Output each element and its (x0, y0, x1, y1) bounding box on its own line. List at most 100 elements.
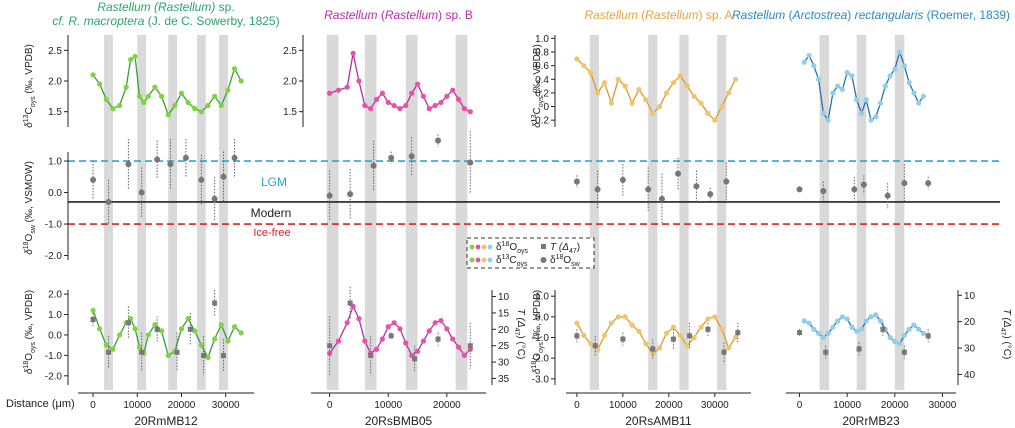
d13c-point (629, 101, 634, 106)
d18o-sw-tick-label: 1.0 (48, 157, 62, 168)
legend-swatch-blue (488, 245, 493, 250)
temp-tick-label: 15 (498, 308, 510, 319)
panel-title: Rastellum (Rastellum) sp. A (584, 8, 732, 22)
d13c-point (362, 103, 367, 108)
x-tick-label: 20000 (168, 400, 196, 411)
sampling-band (590, 35, 599, 390)
d13c-point (623, 84, 628, 89)
d18o-sw-point (183, 155, 189, 161)
legend-swatch-pink-2 (476, 258, 481, 263)
panel-title: Rastellum (Rastellum) sp. B (324, 8, 473, 22)
d13c-point (849, 73, 854, 78)
d18o-oys-point (692, 335, 697, 340)
sampling-band (406, 35, 418, 390)
d13c-point (602, 80, 607, 85)
d13c-point (345, 85, 350, 90)
d18o-sw-point (659, 196, 665, 202)
d13c-point (192, 106, 197, 111)
title-part: Arctostrea (792, 8, 848, 22)
d13c-point (146, 94, 151, 99)
d18o-oys-point (892, 339, 897, 344)
d18o-sw-point (574, 179, 580, 185)
d18o-oys-point (664, 331, 669, 336)
d13c-point (609, 101, 614, 106)
d13c-point (450, 88, 455, 93)
d18o-sw-point (198, 177, 204, 183)
x-tick-label: 10000 (609, 400, 637, 411)
d13c-point (179, 91, 184, 96)
d13c-point (403, 103, 408, 108)
temp-point (212, 301, 217, 306)
temp-point (857, 346, 862, 351)
title-part: (Roemer, 1839) (923, 8, 1010, 22)
title-part: cf. R. macroptera (52, 14, 144, 28)
d18o-oys-point (609, 320, 614, 325)
d18o-oys-point (374, 347, 379, 352)
d18o-oys-point (146, 332, 151, 337)
d18o-oys-tick-label: 2.0 (48, 290, 62, 301)
d18o-oys-point (911, 323, 916, 328)
d18o-oys-point (438, 318, 443, 323)
d18o-oys-point (916, 327, 921, 332)
title-part: Rastellum (645, 8, 698, 22)
x-tick-label: 10000 (374, 400, 402, 411)
d13c-point (835, 84, 840, 89)
d13c-point (859, 111, 864, 116)
d13c-point (878, 101, 883, 106)
d18o-sw-tick-label: -2.0 (45, 251, 63, 262)
sampling-band (857, 35, 867, 390)
d18o-oys-point (719, 327, 724, 332)
temp-tick-label: 40 (964, 370, 976, 381)
temp-tick-label: 10 (964, 291, 976, 302)
temp-point (671, 337, 676, 342)
d18o-sw-point (347, 191, 353, 197)
title-part: ) (847, 8, 854, 22)
d18o-sw-tick-label: -1.0 (45, 220, 63, 231)
d18o-sw-point (675, 171, 681, 177)
legend-swatch-orange (482, 245, 487, 250)
d13c-point (921, 94, 926, 99)
d18o-oys-point (629, 323, 634, 328)
d18o-oys-point (873, 312, 878, 317)
sampling-band (168, 35, 177, 390)
d18o-sw-point (327, 193, 333, 199)
d18o-oys-point (698, 325, 703, 330)
d13c-point (806, 53, 811, 58)
temp-point (348, 301, 353, 306)
d13c-point (907, 80, 912, 85)
d18o-oys-point (887, 335, 892, 340)
d18o-sw-point (645, 186, 651, 192)
d13c-point (678, 73, 683, 78)
d13c-point (726, 90, 731, 95)
ylabel-d13c-right: δ13Coys (‰, VPDB) (531, 44, 545, 128)
d18o-oys-point (132, 326, 137, 331)
d13c-tick-label: 1.5 (48, 107, 62, 118)
temp-point (650, 346, 655, 351)
d18o-oys-point (444, 326, 449, 331)
d18o-oys-point (602, 333, 607, 338)
temp-point (926, 333, 931, 338)
d13c-point (117, 103, 122, 108)
d18o-oys-point (616, 314, 621, 319)
sample-id-label: 20RsAMB11 (625, 414, 692, 428)
temp-tick-label: 30 (964, 344, 976, 355)
d18o-oys-point (386, 324, 391, 329)
title-part: rectangularis (855, 8, 924, 22)
d13c-point (581, 63, 586, 68)
legend: δ18Ooys δ13Coys T (Δ47) δ18Osw (467, 238, 594, 268)
d13c-point (883, 84, 888, 89)
d18o-oys-point (433, 320, 438, 325)
d13c-point (671, 80, 676, 85)
d13c-point (368, 106, 373, 111)
x-tick-label: 0 (327, 400, 333, 411)
d13c-point (336, 88, 341, 93)
d13c-point (712, 118, 717, 123)
legend-swatch-blue-2 (488, 258, 493, 263)
d13c-point (124, 85, 129, 90)
d18o-oys-point (239, 330, 244, 335)
sample-id-label: 20RsBMB05 (365, 414, 433, 428)
legend-square-marker (541, 244, 546, 249)
d13c-point (840, 87, 845, 92)
d18o-oys-point (907, 327, 912, 332)
data-layer (90, 49, 931, 375)
